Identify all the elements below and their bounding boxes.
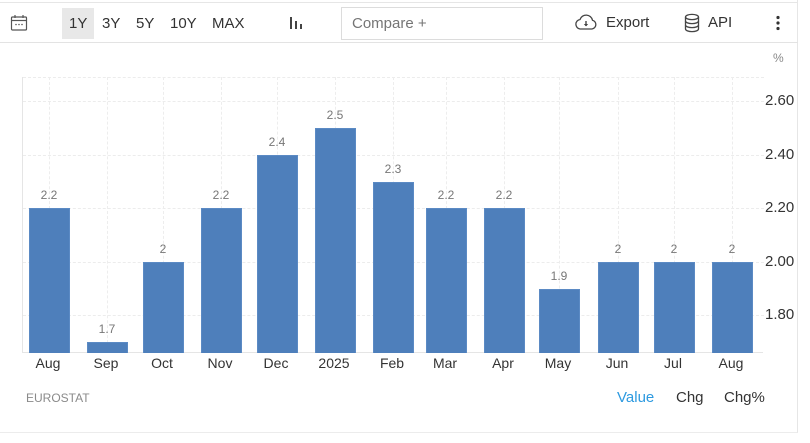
api-button[interactable]: API xyxy=(684,3,732,42)
x-tick-label: Apr xyxy=(492,355,514,371)
grid-line xyxy=(559,77,560,353)
database-icon xyxy=(684,13,700,32)
x-tick-label: Jul xyxy=(664,355,682,371)
toolbar: 1Y 3Y 5Y 10Y MAX Export API xyxy=(0,2,798,43)
x-tick-label: Mar xyxy=(432,355,458,371)
bar-may[interactable] xyxy=(538,288,580,353)
bar-feb[interactable] xyxy=(372,181,414,353)
bar-value-label: 1.9 xyxy=(550,268,568,283)
x-tick-label: Oct xyxy=(151,355,173,371)
bar-sep[interactable] xyxy=(86,342,128,353)
y-tick-label: 2.40 xyxy=(765,145,795,163)
plot-area: 2.2 1.7 2 2.2 2.4 2.5 2.3 2.2 2.2 1.9 2 2 2 xyxy=(22,77,764,353)
more-options-button[interactable] xyxy=(770,3,786,42)
bar-oct[interactable] xyxy=(142,261,184,353)
x-tick-label: Dec xyxy=(263,355,289,371)
bar-aug[interactable] xyxy=(28,208,70,353)
bar-2025[interactable] xyxy=(314,127,356,353)
export-button[interactable]: Export xyxy=(574,3,649,42)
x-tick-label: Nov xyxy=(207,355,233,371)
y-tick-label: 2.00 xyxy=(765,252,795,270)
source-label: EUROSTAT xyxy=(26,391,90,405)
mode-value[interactable]: Value xyxy=(617,389,655,406)
chart-widget xyxy=(0,0,798,433)
y-tick-label: 2.60 xyxy=(765,92,795,110)
bar-apr[interactable] xyxy=(483,208,525,353)
range-5y[interactable]: 5Y xyxy=(136,15,155,32)
bar-value-label: 2 xyxy=(728,241,736,256)
x-tick-label: Jun xyxy=(605,355,629,371)
unit-label: % xyxy=(773,51,784,65)
grid-line xyxy=(674,77,675,353)
grid-line xyxy=(618,77,619,353)
bar-jul[interactable] xyxy=(653,261,695,353)
bar-value-label: 2 xyxy=(670,241,678,256)
mode-chg-pct[interactable]: Chg% xyxy=(724,389,765,406)
api-label: API xyxy=(708,14,733,31)
export-label: Export xyxy=(606,14,650,31)
range-1y[interactable]: 1Y xyxy=(62,8,95,39)
range-max[interactable]: MAX xyxy=(212,15,245,32)
bar-value-label: 2 xyxy=(159,241,167,256)
y-tick-label: 1.80 xyxy=(765,306,795,324)
x-tick-label: 2025 xyxy=(318,355,350,371)
vertical-ellipsis-icon xyxy=(776,15,780,30)
bar-value-label: 2.3 xyxy=(384,161,402,176)
x-tick-label: Sep xyxy=(93,355,119,371)
bar-dec[interactable] xyxy=(256,154,298,353)
grid-line xyxy=(107,77,108,353)
range-3y[interactable]: 3Y xyxy=(102,15,121,32)
bar-value-label: 2.4 xyxy=(268,134,286,149)
bar-value-label: 2.2 xyxy=(40,188,58,203)
bar-value-label: 2.2 xyxy=(495,188,513,203)
bar-value-label: 1.7 xyxy=(98,322,116,337)
bar-value-label: 2.5 xyxy=(326,107,344,122)
range-10y[interactable]: 10Y xyxy=(170,15,197,32)
bar-chart-icon[interactable] xyxy=(288,3,304,42)
x-tick-label: Aug xyxy=(35,355,61,371)
grid-line xyxy=(732,77,733,353)
bar-value-label: 2 xyxy=(614,241,622,256)
calendar-icon[interactable] xyxy=(10,3,30,42)
cloud-download-icon xyxy=(575,13,597,30)
x-tick-label: May xyxy=(544,355,572,371)
bar-value-label: 2.2 xyxy=(437,188,455,203)
bar-nov[interactable] xyxy=(200,208,242,353)
bar-aug[interactable] xyxy=(711,261,753,353)
compare-input[interactable] xyxy=(341,7,543,40)
bar-value-label: 2.2 xyxy=(212,188,230,203)
bar-jun[interactable] xyxy=(597,261,639,353)
y-tick-label: 2.20 xyxy=(765,199,795,217)
x-tick-label: Feb xyxy=(379,355,405,371)
mode-chg[interactable]: Chg xyxy=(676,389,704,406)
bar-mar[interactable] xyxy=(425,208,467,353)
x-tick-label: Aug xyxy=(718,355,744,371)
grid-line xyxy=(163,77,164,353)
